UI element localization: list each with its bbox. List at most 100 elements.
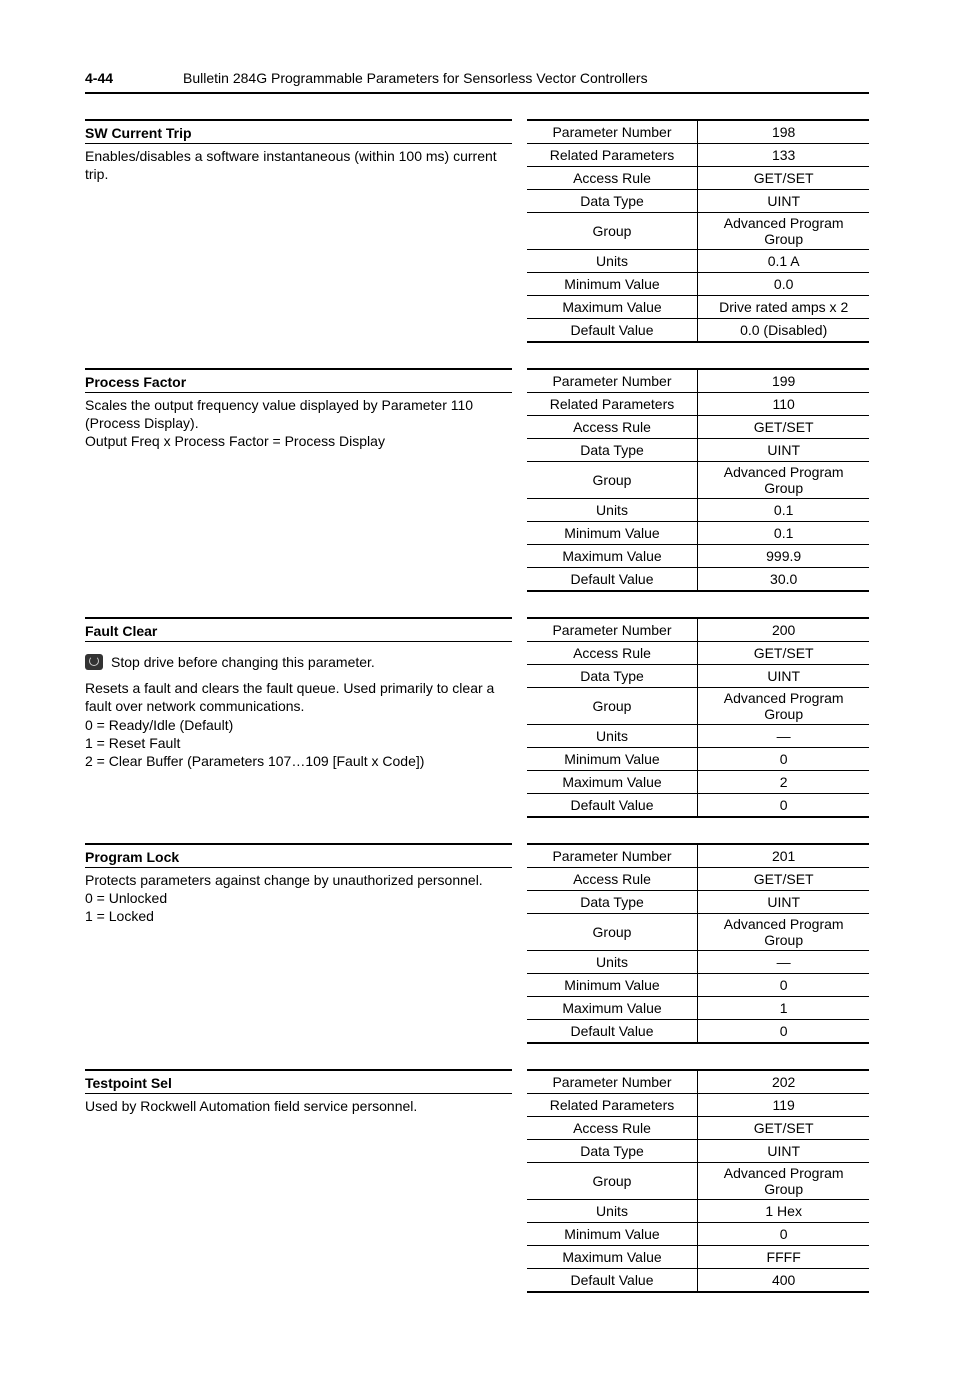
param-desc: Protects parameters against change by un… [85, 868, 512, 926]
attr-label: Minimum Value [527, 974, 698, 997]
attr-value: Advanced Program Group [698, 1163, 869, 1200]
attr-value: 0.1 [698, 522, 869, 545]
warning-icon [85, 654, 103, 670]
attr-value: GET/SET [698, 868, 869, 891]
attr-value: 200 [698, 618, 869, 642]
attr-label: Data Type [527, 891, 698, 914]
attr-row: Access RuleGET/SET [527, 167, 869, 190]
attr-value: 133 [698, 144, 869, 167]
desc-line: Resets a fault and clears the fault queu… [85, 679, 512, 715]
param-left-col: Program LockProtects parameters against … [85, 843, 527, 1044]
attr-value: — [698, 951, 869, 974]
attr-table: Parameter Number199Related Parameters110… [527, 368, 869, 592]
attr-label: Maximum Value [527, 545, 698, 568]
desc-line: Enables/disables a software instantaneou… [85, 147, 512, 183]
param-block: SW Current TripEnables/disables a softwa… [85, 119, 869, 343]
attr-value: 119 [698, 1094, 869, 1117]
attr-value: GET/SET [698, 167, 869, 190]
attr-label: Default Value [527, 1020, 698, 1044]
attr-label: Minimum Value [527, 522, 698, 545]
attr-label: Related Parameters [527, 393, 698, 416]
attr-label: Access Rule [527, 868, 698, 891]
attr-value: 110 [698, 393, 869, 416]
parameter-blocks: SW Current TripEnables/disables a softwa… [85, 119, 869, 1293]
warning-text: Stop drive before changing this paramete… [111, 653, 375, 671]
attr-row: GroupAdvanced Program Group [527, 688, 869, 725]
param-left-col: Fault ClearStop drive before changing th… [85, 617, 527, 818]
attr-row: Access RuleGET/SET [527, 416, 869, 439]
attr-row: Units— [527, 725, 869, 748]
attr-value: 198 [698, 120, 869, 144]
attr-row: Minimum Value0 [527, 748, 869, 771]
attr-label: Data Type [527, 1140, 698, 1163]
attr-row: Access RuleGET/SET [527, 868, 869, 891]
attr-value: 0 [698, 794, 869, 818]
attr-value: 0.0 [698, 273, 869, 296]
warning-row: Stop drive before changing this paramete… [85, 653, 512, 671]
attr-label: Related Parameters [527, 144, 698, 167]
attr-row: Units0.1 [527, 499, 869, 522]
attr-row: Maximum Value2 [527, 771, 869, 794]
desc-line: Used by Rockwell Automation field servic… [85, 1097, 512, 1115]
attr-row: Maximum ValueFFFF [527, 1246, 869, 1269]
attr-label: Maximum Value [527, 296, 698, 319]
attr-value: Advanced Program Group [698, 462, 869, 499]
attr-row: Related Parameters133 [527, 144, 869, 167]
param-right-col: Parameter Number201Access RuleGET/SETDat… [527, 843, 869, 1044]
param-desc: Scales the output frequency value displa… [85, 393, 512, 451]
header-rule [85, 92, 869, 94]
attr-label: Units [527, 725, 698, 748]
attr-table: Parameter Number202Related Parameters119… [527, 1069, 869, 1293]
attr-value: UINT [698, 891, 869, 914]
desc-line: 1 = Locked [85, 907, 512, 925]
attr-row: Default Value30.0 [527, 568, 869, 592]
attr-value: 0.0 (Disabled) [698, 319, 869, 343]
attr-row: Access RuleGET/SET [527, 642, 869, 665]
page: 4-44 Bulletin 284G Programmable Paramete… [0, 0, 954, 1378]
attr-row: Parameter Number199 [527, 369, 869, 393]
param-title: Program Lock [85, 843, 512, 868]
attr-label: Minimum Value [527, 1223, 698, 1246]
desc-line: 0 = Unlocked [85, 889, 512, 907]
desc-line: Scales the output frequency value displa… [85, 396, 512, 432]
attr-label: Maximum Value [527, 771, 698, 794]
param-right-col: Parameter Number200Access RuleGET/SETDat… [527, 617, 869, 818]
attr-label: Units [527, 250, 698, 273]
attr-label: Default Value [527, 319, 698, 343]
attr-row: Maximum Value999.9 [527, 545, 869, 568]
param-right-col: Parameter Number199Related Parameters110… [527, 368, 869, 592]
attr-row: Units1 Hex [527, 1200, 869, 1223]
param-desc: Enables/disables a software instantaneou… [85, 144, 512, 183]
attr-row: Maximum ValueDrive rated amps x 2 [527, 296, 869, 319]
attr-label: Parameter Number [527, 618, 698, 642]
attr-row: Units0.1 A [527, 250, 869, 273]
attr-label: Maximum Value [527, 1246, 698, 1269]
attr-label: Units [527, 1200, 698, 1223]
param-desc: Used by Rockwell Automation field servic… [85, 1094, 512, 1115]
attr-value: UINT [698, 439, 869, 462]
attr-value: 1 [698, 997, 869, 1020]
attr-label: Parameter Number [527, 369, 698, 393]
attr-label: Default Value [527, 568, 698, 592]
attr-table: Parameter Number198Related Parameters133… [527, 119, 869, 343]
attr-label: Access Rule [527, 1117, 698, 1140]
attr-value: 0.1 [698, 499, 869, 522]
desc-line: Output Freq x Process Factor = Process D… [85, 432, 512, 450]
attr-label: Access Rule [527, 642, 698, 665]
param-right-col: Parameter Number202Related Parameters119… [527, 1069, 869, 1293]
attr-value: 202 [698, 1070, 869, 1094]
attr-label: Group [527, 914, 698, 951]
attr-label: Access Rule [527, 416, 698, 439]
param-block: Program LockProtects parameters against … [85, 843, 869, 1044]
attr-row: Data TypeUINT [527, 1140, 869, 1163]
attr-row: Data TypeUINT [527, 665, 869, 688]
attr-value: 30.0 [698, 568, 869, 592]
attr-value: 199 [698, 369, 869, 393]
attr-row: Default Value0 [527, 794, 869, 818]
attr-row: Minimum Value0.1 [527, 522, 869, 545]
attr-row: GroupAdvanced Program Group [527, 1163, 869, 1200]
attr-label: Group [527, 1163, 698, 1200]
attr-row: Data TypeUINT [527, 439, 869, 462]
attr-value: 0 [698, 1223, 869, 1246]
param-right-col: Parameter Number198Related Parameters133… [527, 119, 869, 343]
